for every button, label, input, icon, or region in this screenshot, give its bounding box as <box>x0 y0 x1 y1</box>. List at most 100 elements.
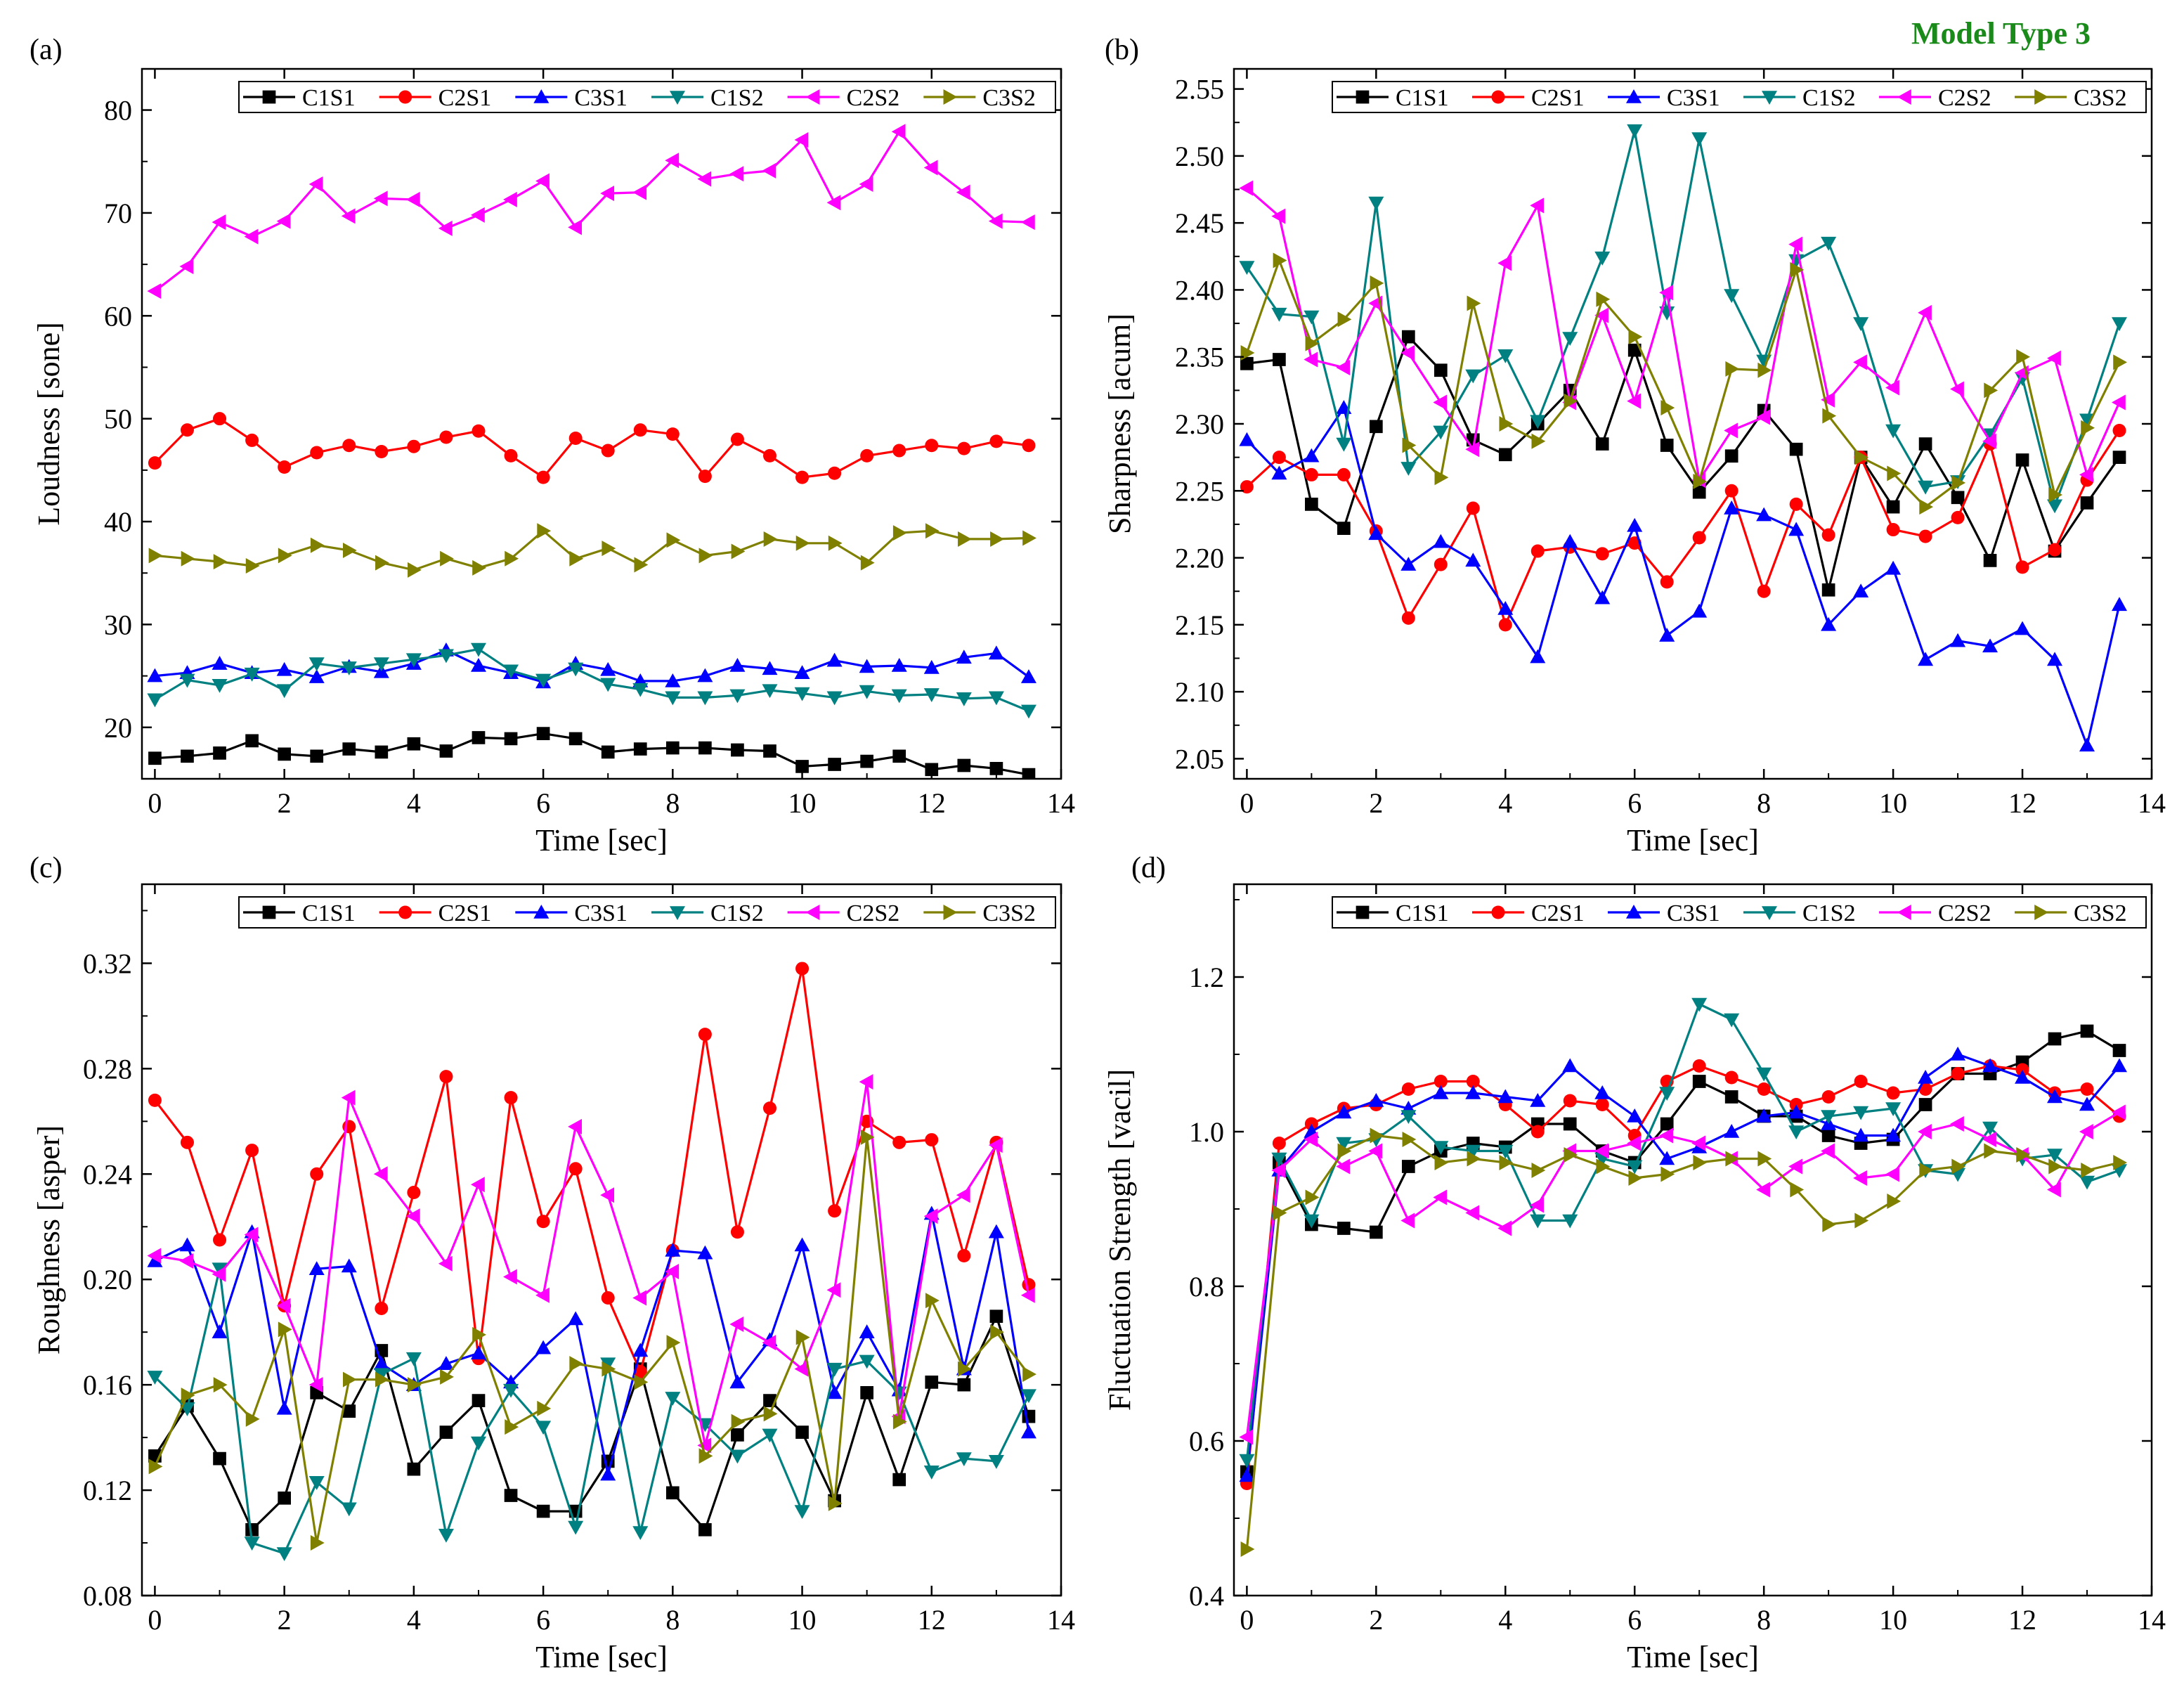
x-axis-label: Time [sec] <box>535 1640 668 1674</box>
legend: C1S1 C2S1 C3S1 C1S2 C2S2 C3S2 <box>238 896 1056 929</box>
data-point-C2S1 <box>892 444 906 458</box>
data-point-C3S2 <box>1434 470 1449 486</box>
data-point-C1S2 <box>212 1262 228 1277</box>
data-point-C3S2 <box>763 531 778 547</box>
data-point-C1S2 <box>1724 1013 1740 1028</box>
data-point-C2S2 <box>2112 1104 2126 1120</box>
data-point-C1S1 <box>342 1404 356 1418</box>
data-point-C2S1 <box>601 444 615 458</box>
data-point-C2S2 <box>1853 1170 1867 1186</box>
data-point-C1S2 <box>147 1371 163 1385</box>
data-point-C2S1 <box>472 424 486 438</box>
data-point-C1S1 <box>795 1425 809 1439</box>
data-point-C2S1 <box>2112 424 2126 438</box>
data-point-C3S1 <box>535 1340 552 1354</box>
data-point-C3S2 <box>1022 530 1036 546</box>
data-point-C1S2 <box>2079 413 2095 428</box>
data-point-C1S1 <box>828 758 841 771</box>
data-point-C2S1 <box>795 962 810 976</box>
data-point-C3S2 <box>958 1361 972 1377</box>
data-point-C2S1 <box>925 1133 939 1147</box>
data-point-C3S2 <box>375 1371 389 1388</box>
data-point-C2S1 <box>762 1101 776 1115</box>
data-point-C2S2 <box>1788 1158 1802 1175</box>
data-point-C1S1 <box>1369 1225 1383 1239</box>
data-point-C1S1 <box>375 745 389 759</box>
data-point-C1S2 <box>1239 1454 1255 1468</box>
series-line-C1S1 <box>1245 1030 2120 1473</box>
data-point-C3S2 <box>1305 335 1320 351</box>
legend-marker-C1S2 <box>670 906 685 920</box>
data-point-C2S1 <box>1886 523 1900 537</box>
data-point-C2S1 <box>375 1301 389 1315</box>
data-point-C1S1 <box>1305 497 1318 511</box>
data-point-C1S2 <box>212 678 228 693</box>
legend: C1S1 C2S1 C3S1 C1S2 C2S2 C3S2 <box>1332 896 2147 929</box>
series-line-C3S1 <box>1246 405 2121 749</box>
legend-label-C3S2: C3S2 <box>982 85 1036 111</box>
series-line-C1S1 <box>1247 335 2121 590</box>
data-point-C1S1 <box>310 749 324 763</box>
x-tick-label: 6 <box>536 1604 550 1636</box>
data-point-C1S2 <box>244 1537 260 1551</box>
data-point-C1S1 <box>892 749 906 763</box>
data-point-C2S2 <box>438 1255 453 1272</box>
data-point-C1S1 <box>1660 1117 1674 1131</box>
data-point-C3S1 <box>1885 560 1902 575</box>
legend-label-C2S2: C2S2 <box>1938 85 1991 111</box>
data-point-C2S2 <box>405 1208 420 1224</box>
series-line-C2S1 <box>154 417 1029 479</box>
data-point-C3S2 <box>440 1369 454 1385</box>
y-tick-label: 0.08 <box>83 1580 132 1612</box>
data-point-C2S1 <box>795 470 810 484</box>
data-point-C1S2 <box>470 642 486 657</box>
data-point-C3S2 <box>860 1129 875 1145</box>
data-point-C1S2 <box>2047 1149 2063 1163</box>
data-point-C1S2 <box>276 1547 292 1562</box>
legend-marker-C1S1 <box>262 905 276 919</box>
data-point-C3S2 <box>1984 382 1998 399</box>
data-point-C1S2 <box>632 683 649 697</box>
data-point-C3S2 <box>1693 1155 1708 1170</box>
data-point-C2S2 <box>535 173 550 189</box>
data-point-C2S1 <box>1692 531 1706 545</box>
data-point-C2S2 <box>147 283 162 299</box>
data-point-C1S1 <box>245 734 259 748</box>
legend-marker-C1S2 <box>1762 91 1777 105</box>
data-point-C1S1 <box>2015 453 2029 467</box>
data-point-C3S1 <box>729 657 746 672</box>
legend-label-C1S1: C1S1 <box>1396 85 1449 111</box>
series-layer <box>147 962 1036 1562</box>
y-tick-label: 2.45 <box>1175 207 1224 239</box>
data-point-C1S2 <box>1465 1144 1481 1159</box>
data-point-C1S2 <box>341 661 357 675</box>
data-point-C2S2 <box>1627 1135 1642 1151</box>
data-point-C1S2 <box>1239 261 1255 276</box>
data-point-C3S2 <box>310 1535 325 1551</box>
data-point-C1S2 <box>1400 1110 1417 1124</box>
series-line-C2S1 <box>1246 429 2121 628</box>
data-point-C1S2 <box>988 691 1004 706</box>
data-point-C3S2 <box>892 525 907 541</box>
data-point-C2S2 <box>470 1177 485 1193</box>
data-point-C3S2 <box>1467 1151 1481 1167</box>
data-point-C1S1 <box>892 1473 906 1487</box>
data-point-C1S2 <box>568 1520 584 1535</box>
legend-marker-C2S2 <box>805 905 820 920</box>
data-point-C3S2 <box>1854 1212 1869 1229</box>
data-point-C1S2 <box>568 662 584 677</box>
legend-label-C3S1: C3S1 <box>574 900 628 926</box>
data-point-C1S1 <box>989 1309 1003 1324</box>
data-point-C3S1 <box>2047 652 2063 666</box>
data-point-C3S2 <box>1370 1127 1384 1144</box>
data-point-C2S2 <box>373 1166 388 1182</box>
data-point-C1S2 <box>1788 1125 1805 1139</box>
y-tick-label: 2.15 <box>1175 609 1224 641</box>
data-point-C2S2 <box>1400 1212 1415 1229</box>
data-point-C3S2 <box>1757 362 1772 378</box>
data-point-C3S1 <box>665 673 681 687</box>
data-point-C2S2 <box>1885 1166 1899 1182</box>
data-point-C1S1 <box>2048 1032 2062 1046</box>
data-point-C2S2 <box>697 1437 712 1454</box>
y-tick-label: 1.0 <box>1189 1116 1224 1148</box>
